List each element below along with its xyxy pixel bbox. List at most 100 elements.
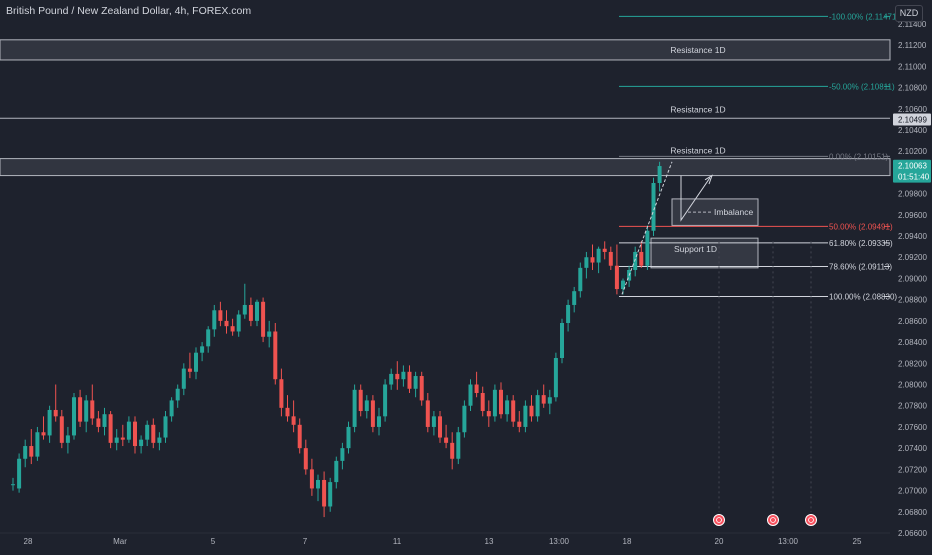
price-label: 2.10063 xyxy=(898,162,927,171)
event-circle xyxy=(713,514,725,526)
candle-body xyxy=(151,424,156,443)
projection-path xyxy=(680,175,711,222)
candle-body xyxy=(102,414,107,427)
candle-body xyxy=(23,446,28,459)
candle-body xyxy=(383,384,388,417)
y-tick-label: 2.09600 xyxy=(898,211,927,220)
candle-body xyxy=(468,384,473,406)
candle-body xyxy=(35,432,40,457)
y-tick-label: 2.11200 xyxy=(898,41,927,50)
y-tick-label: 2.09400 xyxy=(898,232,927,241)
candle-body xyxy=(206,329,211,347)
candle-body xyxy=(47,409,52,436)
y-tick-label: 2.10800 xyxy=(898,84,927,93)
y-tick-label: 2.06800 xyxy=(898,508,927,517)
candle-body xyxy=(273,331,278,380)
time-axis[interactable]: 28 Mar 5 7 11 13 13:00 18 20 13:00 25 xyxy=(0,532,890,546)
candle-body xyxy=(407,371,412,389)
candle-body xyxy=(413,376,418,389)
event-circle xyxy=(805,514,817,526)
candle-body xyxy=(419,376,424,401)
fib-label: -50.00% (2.10811) xyxy=(829,82,895,91)
candle-body xyxy=(322,479,327,507)
economic-events[interactable] xyxy=(713,514,817,526)
impulse-dashed-line xyxy=(621,161,673,295)
price-axis[interactable]: 2.114002.112002.110002.108002.106002.104… xyxy=(893,20,931,538)
candle-body xyxy=(84,400,89,422)
candle-body xyxy=(65,435,70,443)
y-tick-label: 2.08800 xyxy=(898,296,927,305)
fib-label: 100.00% (2.08830) xyxy=(829,292,897,301)
candle-body xyxy=(224,320,229,327)
candle-body xyxy=(352,389,357,427)
resistance-zone xyxy=(0,39,891,61)
candle-body xyxy=(492,389,497,417)
candle-body xyxy=(590,257,595,263)
candle-body xyxy=(511,400,516,422)
y-tick-label: 2.07000 xyxy=(898,487,927,496)
candle-body xyxy=(425,400,430,427)
x-tick-label: 13:00 xyxy=(549,537,570,546)
candle-body xyxy=(602,248,607,252)
symbol-title[interactable]: British Pound / New Zealand Dollar, 4h, … xyxy=(6,5,252,17)
candle-body xyxy=(236,314,241,332)
candle-body xyxy=(114,437,119,443)
event-flag-icon[interactable] xyxy=(767,514,779,526)
candle-body xyxy=(560,323,564,358)
candle-body xyxy=(17,458,22,489)
x-tick-label: 18 xyxy=(623,537,632,546)
imbalance-label: Imbalance xyxy=(714,207,753,217)
fib-label: 50.00% (2.09491) xyxy=(829,222,893,231)
candle-body xyxy=(78,397,83,422)
candle-body xyxy=(657,166,662,183)
candle-body xyxy=(529,405,534,417)
candle-body xyxy=(261,301,266,337)
candle-body xyxy=(462,405,467,433)
event-globe xyxy=(808,517,814,523)
candle-body xyxy=(535,395,540,417)
candle-body xyxy=(279,379,284,408)
fib-label: -100.00% (2.11471) xyxy=(829,12,899,21)
x-tick-label: 13 xyxy=(485,537,494,546)
price-label-bg xyxy=(893,113,931,126)
y-tick-label: 2.07200 xyxy=(898,465,927,474)
candle-body xyxy=(255,301,259,321)
candle-body xyxy=(377,416,381,427)
y-tick-label: 2.10400 xyxy=(898,126,927,135)
candle-body xyxy=(181,368,186,389)
candle-body xyxy=(358,389,363,412)
candle-body xyxy=(633,251,638,270)
candle-body xyxy=(608,251,613,266)
resistance-zone xyxy=(0,158,891,177)
candle-body xyxy=(505,400,510,415)
y-tick-label: 2.11000 xyxy=(898,62,927,71)
candle-body xyxy=(614,265,619,290)
candle-body xyxy=(126,421,131,440)
fib-label: 78.60% (2.09113) xyxy=(829,262,892,271)
price-label: 01:51:40 xyxy=(898,173,930,182)
candle-body xyxy=(456,432,461,459)
candle-body xyxy=(230,326,235,332)
currency-button[interactable]: NZD xyxy=(895,5,923,22)
candle-body xyxy=(309,469,314,489)
candle-body xyxy=(553,358,558,398)
y-tick-label: 2.07600 xyxy=(898,423,927,432)
candle-body xyxy=(267,331,272,337)
x-tick-label: Mar xyxy=(113,537,127,546)
candle-body xyxy=(541,395,546,404)
candle-body xyxy=(438,416,442,438)
arrow-head xyxy=(704,174,713,185)
candle-body xyxy=(145,424,150,440)
candle-body xyxy=(547,397,552,404)
candle-body xyxy=(401,371,406,380)
event-flag-icon[interactable] xyxy=(713,514,725,526)
candle-body xyxy=(187,368,192,372)
event-flag-icon[interactable] xyxy=(805,514,817,526)
event-globe xyxy=(716,517,722,523)
zone-labels: Resistance 1D Resistance 1D Resistance 1D S… xyxy=(670,45,753,254)
candle-body xyxy=(480,393,485,412)
y-tick-label: 2.07800 xyxy=(898,402,927,411)
candle-body xyxy=(133,421,137,447)
